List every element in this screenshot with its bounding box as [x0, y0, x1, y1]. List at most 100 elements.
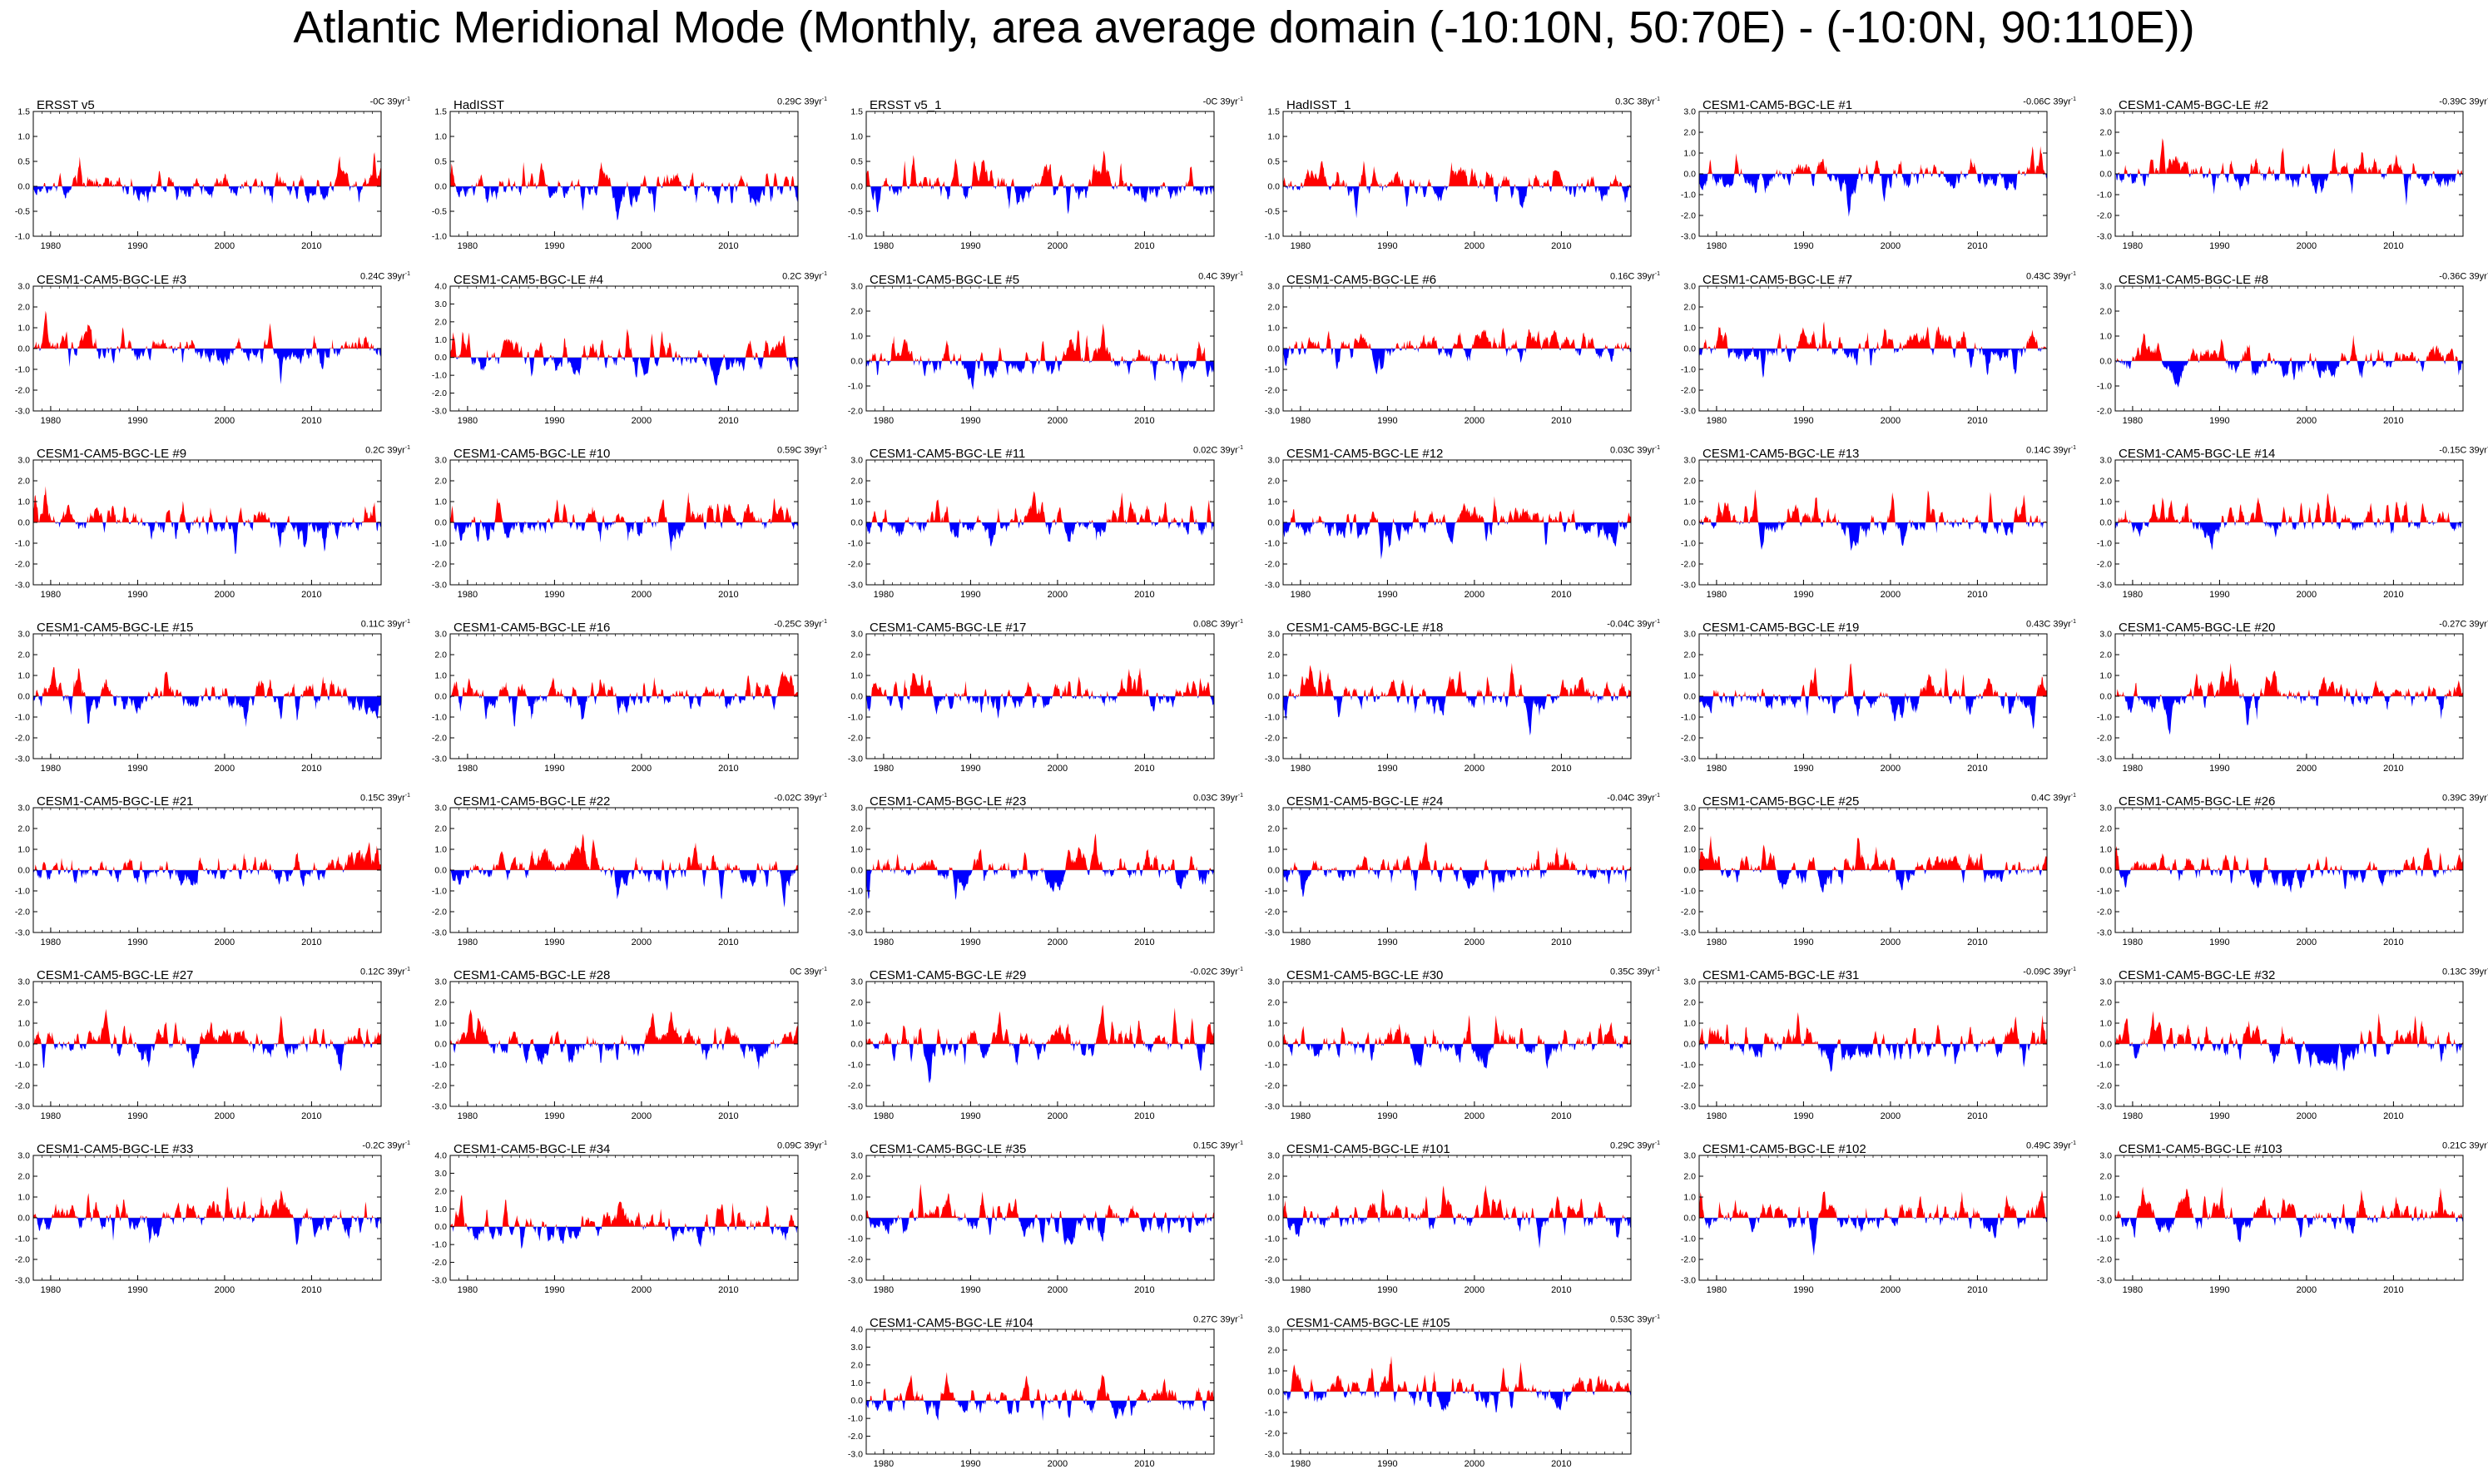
y-tick-label: -1.0 — [432, 887, 447, 897]
panel-title: CESM1-CAM5-BGC-LE #18 — [1286, 621, 1444, 635]
positive-anomaly-area — [450, 1195, 798, 1227]
trend-exponent: -1 — [404, 619, 410, 625]
y-tick-label: 2.0 — [2099, 477, 2112, 487]
y-tick-label: 3.0 — [17, 282, 30, 292]
y-tick-label: 1.0 — [1267, 1193, 1280, 1203]
x-tick-label: 2000 — [215, 1285, 235, 1295]
y-tick-label: 0.0 — [434, 692, 447, 702]
x-tick-label: 2010 — [2383, 590, 2403, 600]
y-tick-label: -2.0 — [848, 1081, 863, 1091]
x-tick-label: 2010 — [1967, 1111, 1987, 1121]
plot-area: 3.0 2.0 1.0 0.0 -1.0 -2.0 -3.0 1980 1990 2000 2010 — [1265, 977, 1632, 1121]
y-tick-label: 1.0 — [850, 845, 863, 855]
x-tick-label: 1980 — [458, 1111, 478, 1121]
y-tick-label: 0.0 — [2099, 357, 2112, 367]
plot-area: 3.0 2.0 1.0 0.0 -1.0 -2.0 -3.0 1980 1990 2000 2010 — [848, 1151, 1215, 1295]
panel-title: ERSST v5 — [37, 98, 95, 112]
y-tick-label: 1.0 — [1683, 1193, 1696, 1203]
positive-anomaly-area — [1699, 1190, 2047, 1218]
panel-trend-label: -0.06C 39yr-1 — [2023, 96, 2076, 107]
x-tick-label: 2000 — [1465, 416, 1484, 426]
plot-area: 3.0 2.0 1.0 0.0 -1.0 -2.0 -3.0 1980 1990 2000 2010 — [1681, 977, 2048, 1121]
y-tick-label: -1.0 — [1265, 539, 1280, 549]
panel-title: CESM1-CAM5-BGC-LE #28 — [453, 968, 611, 982]
x-tick-label: 1980 — [41, 590, 61, 600]
y-tick-label: 0.0 — [17, 518, 30, 528]
x-tick-label: 2010 — [1134, 1285, 1154, 1295]
x-tick-label: 1990 — [1377, 937, 1397, 947]
y-tick-label: 2.0 — [17, 477, 30, 487]
chart-panel: CESM1-CAM5-BGC-LE #22 -0.02C 39yr-1 3.0 2.0… — [432, 793, 827, 947]
chart-panel: CESM1-CAM5-BGC-LE #29 -0.02C 39yr-1 3.0 2.0… — [848, 967, 1243, 1121]
x-tick-label: 2000 — [2297, 590, 2317, 600]
y-tick-label: -2.0 — [432, 560, 447, 570]
plot-area: 3.0 2.0 1.0 0.0 -1.0 -2.0 -3.0 1980 1990 2000 2010 — [1681, 630, 2048, 774]
x-tick-label: 2000 — [1465, 764, 1484, 774]
x-tick-label: 2000 — [1048, 241, 1068, 251]
positive-anomaly-area — [450, 161, 798, 186]
x-tick-label: 1980 — [1291, 764, 1311, 774]
y-tick-label: -3.0 — [1265, 407, 1280, 417]
plot-area: 3.0 2.0 1.0 0.0 -1.0 -2.0 -3.0 1980 1990 2000 2010 — [15, 630, 382, 774]
x-tick-label: 1990 — [960, 1111, 980, 1121]
panel-trend-label: 0.4C 39yr-1 — [1198, 271, 1243, 282]
y-tick-label: 1.0 — [1683, 845, 1696, 855]
y-tick-label: 0.0 — [850, 1214, 863, 1224]
positive-anomaly-area — [2115, 1011, 2463, 1044]
y-tick-label: -1.0 — [432, 1061, 447, 1071]
y-tick-label: -2.0 — [848, 908, 863, 918]
trend-exponent: -1 — [2070, 793, 2076, 799]
x-tick-label: 2000 — [1048, 1285, 1068, 1295]
panel-title: CESM1-CAM5-BGC-LE #25 — [1702, 794, 1860, 809]
positive-anomaly-area — [1699, 663, 2047, 696]
panel-trend-label: -0C 39yr-1 — [369, 96, 410, 107]
x-tick-label: 1980 — [41, 1285, 61, 1295]
chart-panel: CESM1-CAM5-BGC-LE #12 0.03C 39yr-1 3.0 2.0 1… — [1265, 445, 1660, 600]
chart-panel: ERSST v5 -0C 39yr-1 1.5 1.0 0.5 0.0 -0.5 -1.0 19… — [15, 96, 410, 251]
positive-anomaly-area — [450, 329, 798, 358]
y-tick-label: -1.0 — [2097, 382, 2112, 392]
panel-title: CESM1-CAM5-BGC-LE #7 — [1702, 273, 1853, 287]
x-tick-label: 2010 — [301, 1285, 321, 1295]
chart-panel: CESM1-CAM5-BGC-LE #24 -0.04C 39yr-1 3.0 2.0… — [1265, 793, 1660, 947]
y-tick-label: 1.0 — [1267, 497, 1280, 507]
negative-anomaly-area — [33, 696, 381, 728]
y-tick-label: -3.0 — [848, 1276, 863, 1286]
x-tick-label: 2000 — [1048, 764, 1068, 774]
panel-title: CESM1-CAM5-BGC-LE #11 — [870, 447, 1026, 461]
y-tick-label: 1.0 — [434, 335, 447, 345]
chart-panel: HadISST_1 0.3C 38yr-1 1.5 1.0 0.5 0.0 -0.5 -1.0… — [1265, 96, 1660, 251]
panel-title: CESM1-CAM5-BGC-LE #12 — [1286, 447, 1444, 461]
x-tick-label: 2010 — [1134, 590, 1154, 600]
positive-anomaly-area — [1283, 662, 1631, 696]
x-tick-label: 2010 — [1551, 1285, 1571, 1295]
x-tick-label: 2010 — [301, 241, 321, 251]
y-tick-label: 0.0 — [434, 1222, 447, 1232]
panel-trend-label: 0.09C 39yr-1 — [776, 1140, 827, 1151]
y-tick-label: 2.0 — [850, 998, 863, 1008]
y-tick-label: 2.0 — [17, 650, 30, 660]
y-tick-label: -1.0 — [1265, 1061, 1280, 1071]
y-tick-label: -2.0 — [848, 734, 863, 744]
y-tick-label: -3.0 — [432, 407, 447, 417]
positive-anomaly-area — [450, 492, 798, 522]
y-tick-label: 0.0 — [17, 866, 30, 876]
x-tick-label: 1980 — [1291, 416, 1311, 426]
y-tick-label: 3.0 — [1267, 977, 1280, 987]
trend-exponent: -1 — [404, 793, 410, 799]
chart-panel: CESM1-CAM5-BGC-LE #21 0.15C 39yr-1 3.0 2.0 1… — [15, 793, 410, 947]
x-tick-label: 1980 — [1291, 590, 1311, 600]
panel-trend-label: 0C 39yr-1 — [790, 967, 827, 977]
panel-title: ERSST v5_1 — [870, 98, 942, 112]
chart-panel: CESM1-CAM5-BGC-LE #34 0.09C 39yr-1 4.0 3.0 2… — [432, 1140, 827, 1295]
chart-panel: CESM1-CAM5-BGC-LE #101 0.29C 39yr-1 3.0 2.0… — [1265, 1140, 1660, 1295]
panel-trend-label: -0.09C 39yr-1 — [2023, 967, 2076, 977]
x-tick-label: 2010 — [301, 937, 321, 947]
chart-panel: ERSST v5_1 -0C 39yr-1 1.5 1.0 0.5 0.0 -0.5 -1.0… — [848, 96, 1243, 251]
y-tick-label: 2.0 — [17, 1172, 30, 1182]
y-tick-label: -3.0 — [2097, 1276, 2112, 1286]
y-tick-label: 4.0 — [434, 282, 447, 292]
plot-area: 3.0 2.0 1.0 0.0 -1.0 -2.0 -3.0 1980 1990 2000 2010 — [2097, 630, 2464, 774]
y-tick-label: -0.5 — [432, 207, 447, 217]
positive-anomaly-area — [866, 491, 1214, 522]
